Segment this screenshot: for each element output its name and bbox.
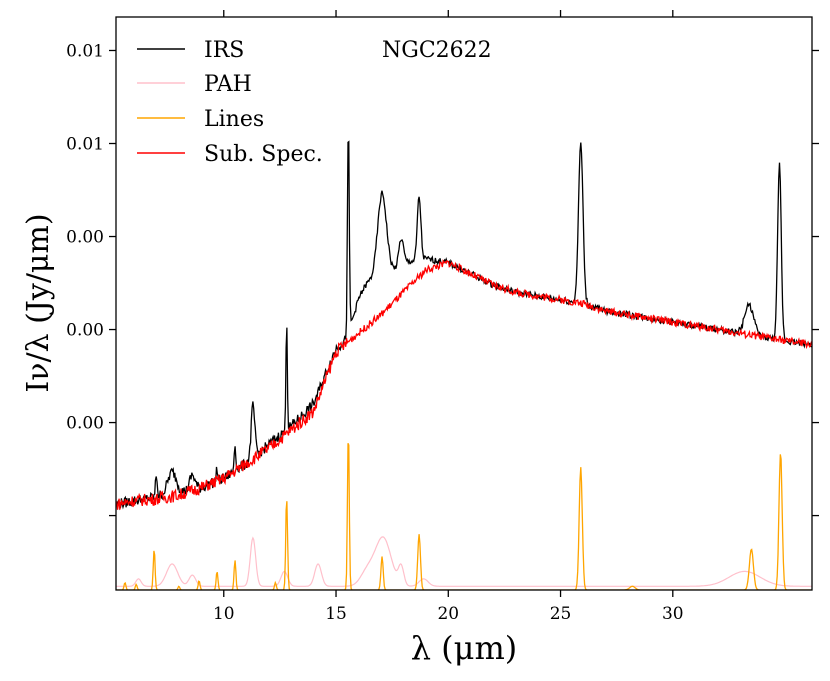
chart-title: NGC2622 — [382, 38, 492, 63]
x-tick-label: 25 — [550, 604, 572, 624]
legend-label-pah: PAH — [204, 72, 252, 97]
series-line-lines — [116, 443, 812, 590]
y-tick-label: 0.00 — [66, 321, 104, 341]
x-tick-label: 10 — [213, 604, 235, 624]
y-tick-label: 0.00 — [66, 228, 104, 248]
plot-frame — [115, 16, 813, 591]
legend-label-irs: IRS — [204, 38, 244, 63]
legend-label-lines: Lines — [204, 107, 264, 132]
x-tick-label: 20 — [437, 604, 459, 624]
y-tick-label: 0.01 — [66, 41, 104, 61]
series-line-sub-spec — [116, 259, 812, 510]
series-line-irs — [116, 140, 812, 511]
y-tick-label: 0.00 — [66, 414, 104, 434]
x-tick-label: 15 — [325, 604, 347, 624]
series-line-pah — [116, 536, 812, 587]
x-tick-label: 30 — [662, 604, 684, 624]
y-tick-label: 0.01 — [66, 135, 104, 155]
y-axis-label: Iν/λ (Jy/μm) — [21, 213, 56, 392]
x-axis-label: λ (μm) — [411, 629, 518, 667]
legend: IRS PAH Lines Sub. Spec. — [137, 38, 323, 167]
legend-label-sub-spec: Sub. Spec. — [204, 142, 323, 167]
